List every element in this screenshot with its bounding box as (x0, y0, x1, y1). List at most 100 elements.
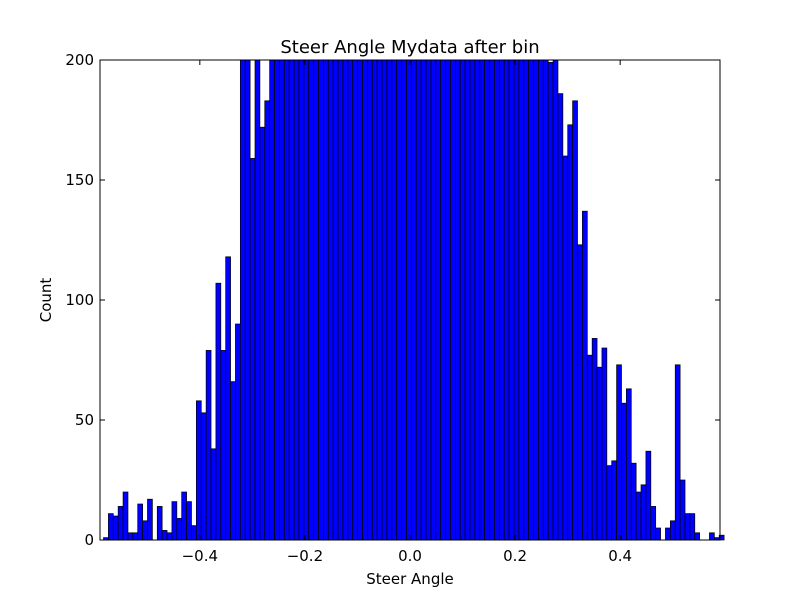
y-tick-label: 200 (65, 51, 94, 69)
histogram-bar (415, 59, 422, 541)
histogram-bar (503, 59, 510, 541)
histogram-bar (689, 513, 696, 541)
histogram-bar (323, 59, 329, 541)
histogram-bar (547, 62, 554, 541)
histogram-bar (591, 338, 598, 541)
histogram-bar (225, 256, 231, 541)
histogram-bar (127, 532, 134, 541)
histogram-bar (112, 515, 119, 541)
histogram-bar (239, 59, 246, 541)
histogram-bar (665, 527, 671, 541)
histogram-bar (357, 59, 363, 541)
histogram-bar (464, 59, 471, 541)
histogram-bar (650, 506, 657, 541)
histogram-bar (117, 506, 124, 541)
histogram-bar (640, 484, 647, 541)
histogram-bar (142, 520, 148, 541)
histogram-bar (630, 462, 637, 541)
histogram-bar (352, 59, 358, 541)
histogram-bar (186, 501, 192, 541)
x-tick-label: −0.4 (182, 547, 218, 565)
histogram-bar (694, 532, 701, 541)
histogram-bar (279, 59, 285, 541)
histogram-bar (709, 532, 715, 541)
histogram-bar (523, 59, 529, 541)
histogram-bar (254, 59, 261, 541)
histogram-bar (396, 59, 402, 541)
histogram-bar (469, 59, 476, 541)
y-tick-label: 0 (84, 531, 94, 549)
histogram-bar (269, 59, 275, 541)
histogram-bar (367, 59, 373, 541)
histogram-bar (411, 59, 417, 541)
histogram-bar (249, 158, 256, 541)
y-tick-label: 100 (65, 291, 94, 309)
x-tick-label: 0.2 (503, 547, 527, 565)
histogram-bar (200, 412, 207, 541)
x-tick-label: 0.0 (398, 547, 422, 565)
histogram-bar (528, 59, 534, 541)
histogram-bar (210, 448, 217, 541)
histogram-bar (230, 381, 236, 541)
histogram-bar (264, 100, 271, 541)
y-axis: 0 50 100 150 200 (65, 51, 720, 549)
histogram-bar (318, 59, 324, 541)
histogram-bar (274, 59, 280, 541)
histogram-bar (459, 59, 466, 541)
histogram-bar (259, 126, 266, 541)
histogram-bar (484, 59, 490, 541)
histogram-bar (674, 364, 681, 541)
histogram-bar (596, 366, 603, 541)
histogram-bar (401, 59, 407, 541)
histogram-bar (376, 59, 383, 541)
histogram-bar (347, 59, 354, 541)
x-axis: −0.4 −0.2 0.0 0.2 0.4 (182, 60, 632, 565)
histogram-bar (156, 506, 163, 541)
histogram-bar (191, 525, 197, 541)
histogram-bar (391, 59, 398, 541)
chart-title: Steer Angle Mydata after bin (280, 37, 539, 58)
histogram-bar (454, 59, 461, 541)
histogram-bar (122, 491, 129, 541)
histogram-bar (288, 59, 295, 541)
histogram-bar (108, 513, 114, 541)
histogram-bar (166, 532, 173, 541)
histogram-bar (508, 59, 515, 541)
histogram-bar (215, 282, 222, 541)
histogram-bar (332, 59, 339, 541)
histogram-bar (440, 59, 446, 541)
histogram-bar (293, 59, 300, 541)
histogram-bar (435, 59, 442, 541)
histogram-bar (533, 59, 539, 541)
histogram-bar (220, 350, 227, 541)
histogram-bars (103, 59, 725, 541)
histogram-bar (450, 59, 456, 541)
histogram-bar (572, 100, 578, 541)
histogram-bar (577, 244, 583, 541)
y-tick-label: 150 (65, 171, 94, 189)
histogram-bar (176, 518, 183, 541)
y-axis-label: Count (37, 278, 55, 323)
histogram-bar (425, 59, 432, 541)
histogram-bar (479, 59, 486, 541)
histogram-bar (283, 59, 290, 541)
histogram-bar (513, 59, 520, 541)
histogram-bar (337, 59, 344, 541)
histogram-bar (567, 124, 573, 541)
x-tick-label: 0.4 (608, 547, 632, 565)
histogram-bar (171, 501, 178, 541)
histogram-bar (308, 59, 314, 541)
histogram-bar (298, 59, 305, 541)
histogram-bar (611, 460, 617, 541)
histogram-bar (518, 59, 525, 541)
histogram-bar (342, 59, 349, 541)
x-axis-label: Steer Angle (366, 570, 453, 588)
histogram-bar (586, 354, 593, 541)
histogram-bar (498, 59, 505, 541)
histogram-bar (679, 479, 686, 541)
histogram-bar (161, 530, 168, 541)
histogram-bar (371, 59, 378, 541)
histogram-bar (235, 323, 241, 541)
histogram-bar (616, 364, 622, 541)
